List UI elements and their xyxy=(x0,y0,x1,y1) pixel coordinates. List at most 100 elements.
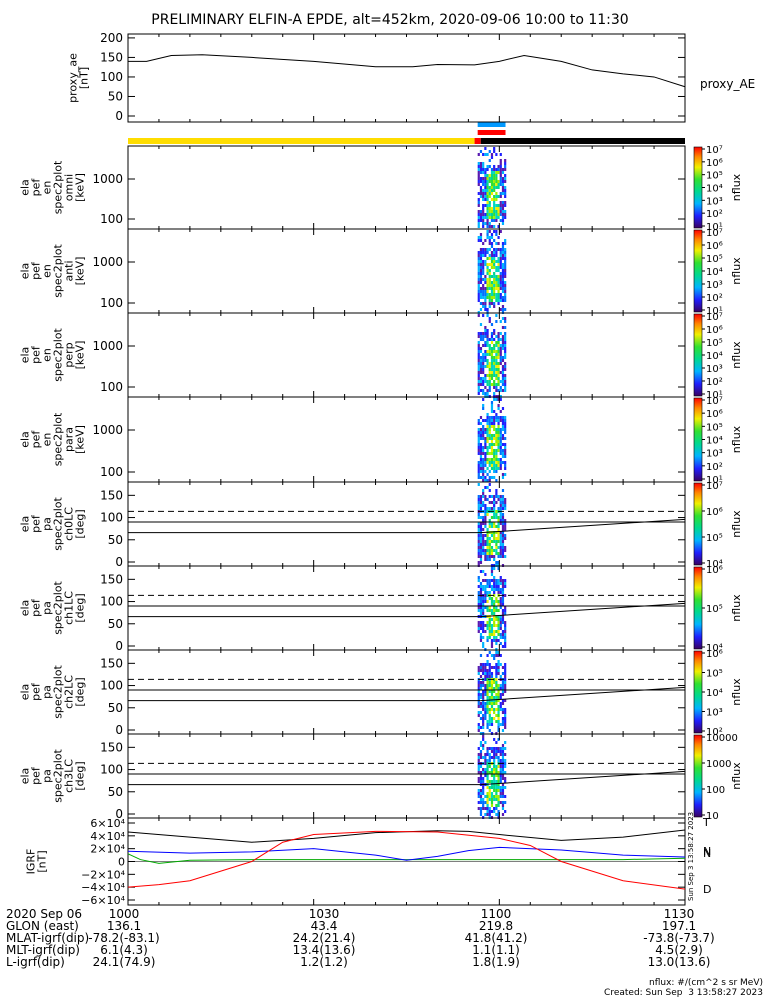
heatmap-cell xyxy=(490,705,494,708)
heatmap-cell xyxy=(484,801,487,804)
heatmap-cell xyxy=(504,780,507,783)
heatmap-cell xyxy=(479,239,483,242)
heatmap-cell xyxy=(499,353,502,356)
footer-row-label: GLON (east) xyxy=(6,919,79,933)
heatmap-cell xyxy=(504,723,507,726)
heatmap-cell xyxy=(482,621,485,624)
heatmap-cell xyxy=(497,660,500,663)
heatmap-cell xyxy=(490,362,494,365)
heatmap-cell xyxy=(493,272,496,275)
colorbar-tick-label: 100 xyxy=(706,785,725,796)
heatmap-cell xyxy=(497,684,500,687)
heatmap-cell xyxy=(493,780,496,783)
colorbar-label: nflux xyxy=(730,678,743,706)
heatmap-cell xyxy=(504,609,507,612)
heatmap-cell xyxy=(504,612,507,615)
heatmap-cell xyxy=(495,186,498,189)
heatmap-cell xyxy=(497,705,500,708)
heatmap-cell xyxy=(497,621,500,624)
heatmap-cell xyxy=(477,437,480,440)
heatmap-cell xyxy=(490,242,494,245)
heatmap-cell xyxy=(477,275,480,278)
heatmap-cell xyxy=(482,681,485,684)
heatmap-cell xyxy=(497,669,500,672)
heatmap-cell xyxy=(504,522,507,525)
heatmap-cell xyxy=(490,189,494,192)
heatmap-cell xyxy=(490,693,494,696)
heatmap-cell xyxy=(484,353,487,356)
heatmap-cell xyxy=(499,398,502,401)
heatmap-cell xyxy=(495,377,498,380)
heatmap-cell xyxy=(493,771,496,774)
heatmap-cell xyxy=(482,183,485,186)
heatmap-cell xyxy=(477,624,480,627)
heatmap-cell xyxy=(479,540,483,543)
heatmap-cell xyxy=(493,582,496,585)
heatmap-cell xyxy=(495,672,498,675)
heatmap-cell xyxy=(479,308,483,311)
heatmap-cell xyxy=(490,552,494,555)
heatmap-cell xyxy=(486,555,489,558)
heatmap-cell xyxy=(501,498,505,501)
heatmap-cell xyxy=(495,470,498,473)
heatmap-cell xyxy=(488,428,491,431)
heatmap-cell xyxy=(495,195,498,198)
heatmap-cell xyxy=(501,284,505,287)
heatmap-cell xyxy=(482,519,485,522)
heatmap-cell xyxy=(490,183,494,186)
heatmap-cell xyxy=(488,579,491,582)
heatmap-cell xyxy=(495,437,498,440)
heatmap-cell xyxy=(490,467,494,470)
heatmap-cell xyxy=(490,522,494,525)
heatmap-cell xyxy=(482,461,485,464)
heatmap-cell xyxy=(504,174,507,177)
heatmap-cell xyxy=(488,177,491,180)
heatmap-cell xyxy=(501,681,505,684)
y-tick-label: 150 xyxy=(100,656,123,670)
heatmap-cell xyxy=(490,464,494,467)
heatmap-cell xyxy=(497,266,500,269)
heatmap-cell xyxy=(490,425,494,428)
heatmap-cell xyxy=(497,726,500,729)
heatmap-cell xyxy=(490,338,494,341)
heatmap-cell xyxy=(499,600,502,603)
heatmap-cell xyxy=(482,780,485,783)
heatmap-cell xyxy=(497,690,500,693)
heatmap-cell xyxy=(488,630,491,633)
heatmap-cell xyxy=(479,377,483,380)
heatmap-cell xyxy=(504,431,507,434)
colorbar-label: nflux xyxy=(730,257,743,285)
heatmap-cell xyxy=(486,705,489,708)
heatmap-cell xyxy=(499,263,502,266)
heatmap-cell xyxy=(482,624,485,627)
heatmap-cell xyxy=(497,437,500,440)
heatmap-cell xyxy=(495,464,498,467)
heatmap-cell xyxy=(482,195,485,198)
y-tick-label: 150 xyxy=(100,740,123,754)
heatmap-cell xyxy=(477,792,480,795)
heatmap-cell xyxy=(497,540,500,543)
heatmap-cell xyxy=(501,434,505,437)
heatmap-cell xyxy=(499,320,502,323)
heatmap-cell xyxy=(495,177,498,180)
heatmap-cell xyxy=(479,368,483,371)
heatmap-cell xyxy=(495,192,498,195)
heatmap-cell xyxy=(499,606,502,609)
heatmap-cell xyxy=(493,504,496,507)
heatmap-cell xyxy=(495,804,498,807)
heatmap-cell xyxy=(501,437,505,440)
heatmap-cell xyxy=(499,801,502,804)
panel-ela_pef_en_spec2plot_para: 1001000elapefenspec2plotpara[keV]10¹10²1… xyxy=(19,396,744,486)
heatmap-cell xyxy=(490,359,494,362)
heatmap-cell xyxy=(499,248,502,251)
heatmap-cell xyxy=(488,591,491,594)
heatmap-cell xyxy=(486,458,489,461)
footer-row-value: 219.8 xyxy=(478,919,514,933)
heatmap-cell xyxy=(488,254,491,257)
heatmap-cell xyxy=(504,383,507,386)
heatmap-cell xyxy=(482,464,485,467)
heatmap-cell xyxy=(490,347,494,350)
heatmap-cell xyxy=(495,174,498,177)
heatmap-cell xyxy=(477,440,480,443)
heatmap-cell xyxy=(477,174,480,177)
